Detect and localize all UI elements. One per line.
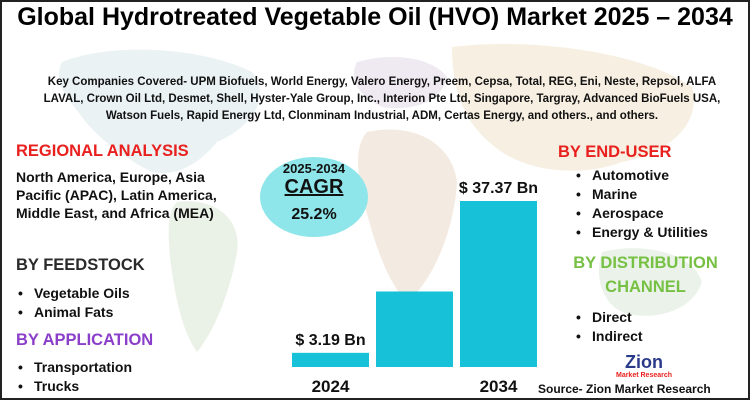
list-item: Automotive	[574, 166, 708, 185]
list-item: Transportation	[16, 358, 132, 377]
cagr-label: CAGR	[284, 176, 344, 198]
key-companies-text: Key Companies Covered- UPM Biofuels, Wor…	[43, 76, 721, 122]
bar-value-label: $ 3.19 Bn	[295, 332, 365, 349]
market-size-bar-chart: $ 3.19 Bn 2024 $ 37.37 Bn 2034	[292, 180, 538, 396]
list-item: Direct	[574, 308, 643, 327]
regional-analysis-title: REGIONAL ANALYSIS	[16, 142, 189, 160]
cagr-circle	[260, 157, 368, 237]
map-europe	[353, 57, 447, 109]
map-north-america	[58, 49, 260, 174]
bar-2034	[460, 201, 537, 367]
bar-2024	[292, 352, 369, 367]
distribution-title-line1: BY DISTRIBUTION	[573, 254, 718, 272]
category-label: 2024	[312, 377, 350, 396]
logo-text: Zion	[625, 352, 663, 372]
page-title: Global Hydrotreated Vegetable Oil (HVO) …	[17, 3, 733, 31]
distribution-title-line2: CHANNEL	[605, 278, 686, 296]
distribution-title: BY DISTRIBUTION CHANNEL	[558, 254, 733, 297]
zion-logo: Zion Market Research	[616, 352, 672, 379]
source-text: Source- Zion Market Research	[538, 382, 711, 396]
list-item: Vegetable Oils	[16, 284, 130, 303]
distribution-list: Direct Indirect	[574, 308, 643, 346]
feedstock-title: BY FEEDSTOCK	[16, 256, 145, 274]
cagr-value: 25.2%	[291, 206, 337, 223]
map-africa	[358, 129, 457, 302]
application-list: Transportation Trucks	[16, 358, 132, 396]
bar-value-label: $ 37.37 Bn	[459, 180, 538, 197]
regional-analysis-text: North America, Europe, Asia Pacific (APA…	[16, 169, 217, 221]
application-title: BY APPLICATION	[16, 331, 154, 349]
map-australia	[598, 248, 702, 316]
list-item: Energy & Utilities	[574, 223, 708, 242]
category-label: 2034	[480, 377, 518, 396]
map-asia	[452, 43, 694, 171]
end-user-title: BY END-USER	[558, 143, 672, 161]
list-item: Animal Fats	[16, 303, 130, 322]
chart-bars: $ 3.19 Bn 2024 $ 37.37 Bn 2034	[292, 180, 538, 396]
list-item: Aerospace	[574, 204, 708, 223]
map-south-america	[168, 201, 238, 352]
list-item: Indirect	[574, 327, 643, 346]
list-item: Trucks	[16, 377, 132, 396]
logo-subtext: Market Research	[616, 372, 672, 379]
bar-middle	[376, 291, 453, 367]
cagr-years: 2025-2034	[282, 161, 346, 176]
feedstock-list: Vegetable Oils Animal Fats	[16, 284, 130, 322]
list-item: Marine	[574, 185, 708, 204]
end-user-list: Automotive Marine Aerospace Energy & Uti…	[574, 166, 708, 242]
